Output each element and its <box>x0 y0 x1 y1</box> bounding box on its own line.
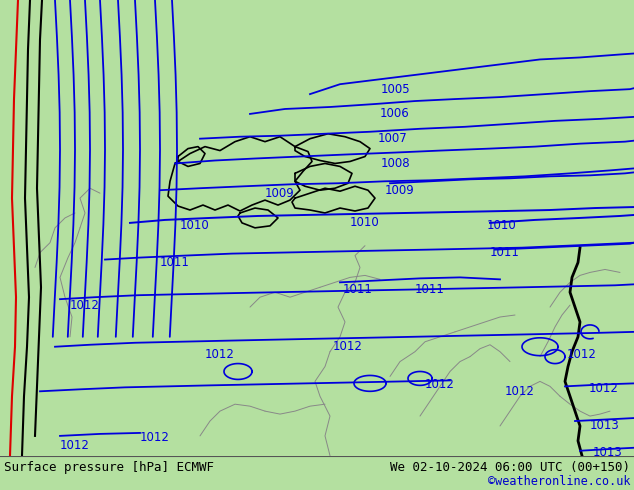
Text: 1006: 1006 <box>380 107 410 121</box>
Polygon shape <box>360 0 634 109</box>
Text: 1012: 1012 <box>567 348 597 361</box>
Text: 1012: 1012 <box>505 385 535 398</box>
Text: 1012: 1012 <box>205 348 235 361</box>
Text: 1012: 1012 <box>589 382 619 395</box>
Text: 1005: 1005 <box>380 83 410 96</box>
Text: Surface pressure [hPa] ECMWF: Surface pressure [hPa] ECMWF <box>4 461 214 474</box>
Text: 1009: 1009 <box>265 187 295 200</box>
Text: 1012: 1012 <box>333 340 363 353</box>
Polygon shape <box>75 0 425 263</box>
Text: ©weatheronline.co.uk: ©weatheronline.co.uk <box>488 475 630 489</box>
Polygon shape <box>0 0 70 258</box>
Text: We 02-10-2024 06:00 UTC (00+150): We 02-10-2024 06:00 UTC (00+150) <box>390 461 630 474</box>
Text: 1010: 1010 <box>487 220 517 232</box>
Polygon shape <box>0 0 20 148</box>
Text: 1011: 1011 <box>160 256 190 269</box>
Text: 1007: 1007 <box>378 132 408 145</box>
Text: 1013: 1013 <box>593 446 623 459</box>
Text: 1011: 1011 <box>415 283 445 296</box>
Text: 1010: 1010 <box>350 217 380 229</box>
Polygon shape <box>0 0 634 416</box>
Text: 1013: 1013 <box>590 419 620 433</box>
Text: 1011: 1011 <box>490 246 520 259</box>
Text: 1012: 1012 <box>140 431 170 444</box>
Text: 1012: 1012 <box>60 440 90 452</box>
Text: 1009: 1009 <box>385 184 415 196</box>
Text: 1012: 1012 <box>70 298 100 312</box>
Polygon shape <box>290 0 355 169</box>
Polygon shape <box>595 0 634 119</box>
Text: 1012: 1012 <box>425 378 455 391</box>
Text: 1010: 1010 <box>180 220 210 232</box>
Text: 1011: 1011 <box>343 283 373 296</box>
Text: 1008: 1008 <box>380 157 410 170</box>
Polygon shape <box>375 0 634 203</box>
